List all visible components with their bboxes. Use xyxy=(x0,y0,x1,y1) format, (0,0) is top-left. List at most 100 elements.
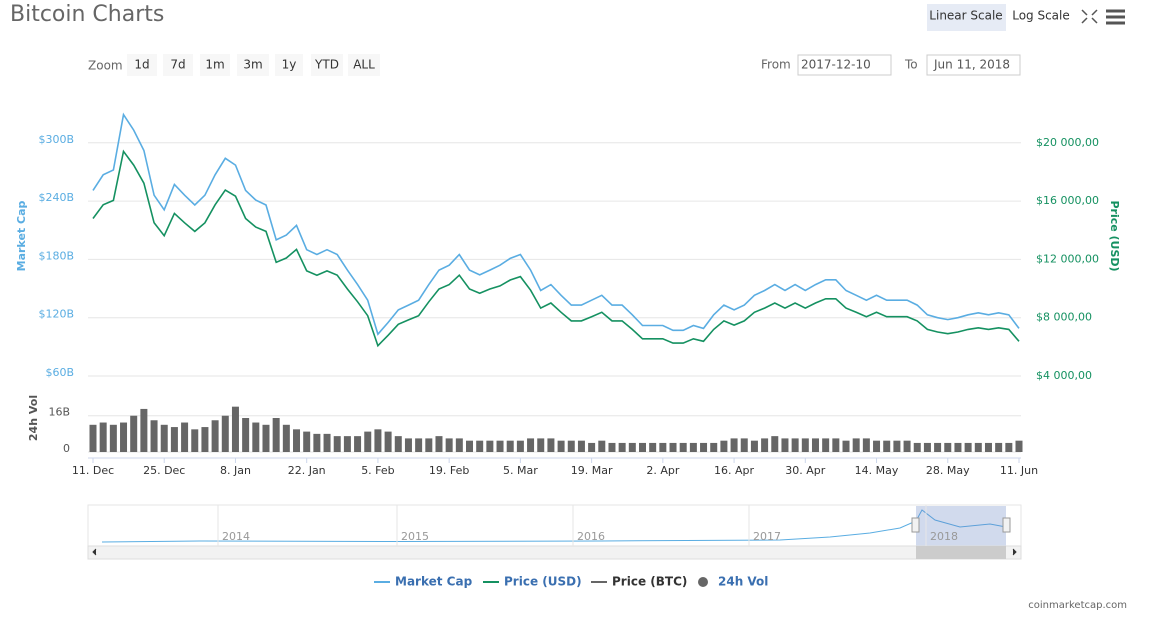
navigator-handle[interactable] xyxy=(1002,517,1011,533)
x-tick-label: 5. Feb xyxy=(361,464,394,477)
zoom-button[interactable] xyxy=(163,54,193,76)
volume-bar xyxy=(873,440,881,452)
navigator-year: 2015 xyxy=(401,530,429,543)
volume-bar xyxy=(689,442,697,452)
zoom-button[interactable] xyxy=(200,54,230,76)
volume-bar xyxy=(913,442,921,452)
navigator-year: 2018 xyxy=(930,530,958,543)
zoom-button-label[interactable]: 1y xyxy=(282,58,297,72)
volume-bar xyxy=(984,442,992,452)
volume-bar xyxy=(160,424,168,452)
volume-bar xyxy=(374,429,382,452)
series-line xyxy=(92,112,1020,336)
volume-bar xyxy=(293,429,301,452)
x-tick-label: 19. Mar xyxy=(571,464,613,477)
volume-bar xyxy=(791,438,799,452)
navigator-selection[interactable] xyxy=(916,506,1006,546)
volume-bar xyxy=(638,442,646,452)
volume-bar xyxy=(496,440,504,452)
volume-bar xyxy=(476,440,484,452)
navigator-year: 2014 xyxy=(222,530,250,543)
volume-bar xyxy=(415,438,423,452)
volume-bar xyxy=(486,440,494,452)
zoom-button-label[interactable]: 7d xyxy=(170,58,185,72)
x-tick-label: 19. Feb xyxy=(429,464,469,477)
fullscreen-icon[interactable] xyxy=(1081,9,1098,24)
zoom-button-label[interactable]: 3m xyxy=(243,58,262,72)
y2-tick-label: $8 000,00 xyxy=(1036,311,1092,324)
volume-bar xyxy=(252,422,260,452)
y-tick-label: $180B xyxy=(38,249,74,262)
legend-label[interactable]: 24h Vol xyxy=(718,575,768,589)
volume-bar xyxy=(262,424,270,452)
x-tick-label: 25. Dec xyxy=(143,464,185,477)
volume-bar xyxy=(303,431,311,452)
scroll-arrows[interactable] xyxy=(92,548,1017,556)
navigator[interactable] xyxy=(87,504,1022,547)
zoom-button[interactable] xyxy=(127,54,157,76)
navigator-handle[interactable] xyxy=(911,517,920,533)
from-value[interactable]: 2017-12-10 xyxy=(801,58,871,72)
legend-label[interactable]: Market Cap xyxy=(395,575,473,589)
legend-marker[interactable] xyxy=(698,577,708,587)
volume-axis-title: 24h Vol xyxy=(27,395,40,441)
log-scale-label[interactable]: Log Scale xyxy=(1012,9,1070,23)
y2-tick-label: $20 000,00 xyxy=(1036,136,1099,149)
zoom-button[interactable] xyxy=(311,54,343,76)
y-tick-label: $60B xyxy=(45,366,74,379)
volume-bar xyxy=(191,429,199,452)
volume-bar xyxy=(394,436,402,452)
volume-bar xyxy=(842,440,850,452)
zoom-button[interactable] xyxy=(348,54,380,76)
legend-label[interactable]: Price (USD) xyxy=(504,575,582,589)
volume-bar xyxy=(201,427,209,452)
from-input[interactable] xyxy=(797,54,892,76)
volume-bar xyxy=(577,440,585,452)
x-tick-label: 5. Mar xyxy=(503,464,538,477)
y-tick-label: $120B xyxy=(38,308,74,321)
zoom-button-label[interactable]: ALL xyxy=(353,58,375,72)
zoom-button-label[interactable]: 1m xyxy=(205,58,224,72)
volume-bar xyxy=(649,442,657,452)
zoom-button-label[interactable]: YTD xyxy=(314,58,339,72)
page-title: Bitcoin Charts xyxy=(10,2,164,27)
to-input[interactable] xyxy=(926,54,1021,76)
volume-bar xyxy=(964,442,972,452)
volume-bar xyxy=(700,442,708,452)
volume-bar xyxy=(862,438,870,452)
x-tick-label: 28. May xyxy=(926,464,970,477)
x-tick-label: 2. Apr xyxy=(646,464,679,477)
volume-bar xyxy=(527,438,535,452)
y-axis-title: Market Cap xyxy=(15,201,28,272)
volume-bar xyxy=(893,440,901,452)
x-tick-label: 14. May xyxy=(855,464,899,477)
volume-bar xyxy=(242,418,250,452)
volume-bar xyxy=(598,440,606,452)
menu-icon[interactable] xyxy=(1106,9,1125,25)
volume-bar xyxy=(720,440,728,452)
volume-bar xyxy=(99,422,107,452)
zoom-button-label[interactable]: 1d xyxy=(134,58,149,72)
volume-bar xyxy=(923,442,931,452)
navigator-line xyxy=(101,509,1007,543)
zoom-button[interactable] xyxy=(275,54,303,76)
volume-tick-label: 0 xyxy=(63,442,70,455)
scrollbar[interactable] xyxy=(87,545,1022,560)
y2-axis-title: Price (USD) xyxy=(1108,200,1121,271)
volume-bar xyxy=(608,442,616,452)
volume-bar xyxy=(669,442,677,452)
volume-bar xyxy=(883,440,891,452)
volume-bar xyxy=(537,438,545,452)
zoom-button[interactable] xyxy=(237,54,269,76)
volume-bar xyxy=(120,422,128,452)
linear-scale-button[interactable] xyxy=(927,4,1006,31)
volume-bar xyxy=(150,420,158,452)
linear-scale-label[interactable]: Linear Scale xyxy=(929,9,1002,23)
volume-bar xyxy=(211,420,219,452)
to-label: To xyxy=(904,58,918,72)
scrollbar-thumb[interactable] xyxy=(916,546,1006,559)
x-tick-label: 22. Jan xyxy=(288,464,326,477)
series-line xyxy=(92,149,1020,348)
volume-bar xyxy=(1005,442,1013,452)
legend-label[interactable]: Price (BTC) xyxy=(612,575,687,589)
